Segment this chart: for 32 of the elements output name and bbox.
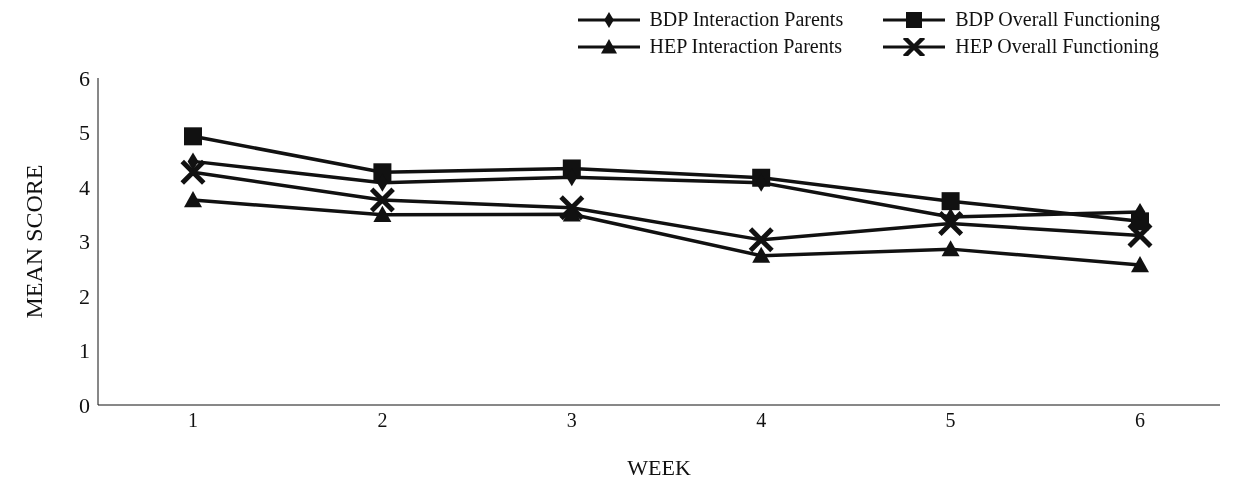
- point: [184, 191, 202, 208]
- legend-label: HEP Overall Functioning: [955, 35, 1159, 58]
- x-tick-label: 5: [945, 409, 956, 432]
- x-tick-label: 3: [566, 409, 577, 432]
- point: [749, 228, 773, 252]
- y-tick-label: 4: [79, 174, 90, 200]
- point: [184, 127, 202, 146]
- y-tick-label: 6: [79, 65, 90, 91]
- point: [941, 240, 960, 257]
- x-tick-label: 4: [756, 409, 767, 432]
- point: [939, 212, 963, 235]
- legend-label: BDP Overall Functioning: [955, 8, 1160, 31]
- x-axis-title: WEEK: [627, 455, 691, 480]
- point: [373, 205, 392, 222]
- y-tick-label: 2: [79, 283, 90, 309]
- y-tick-label: 3: [79, 229, 90, 255]
- point: [181, 160, 205, 184]
- legend-label: HEP Interaction Parents: [649, 35, 843, 58]
- x-tick-label: 6: [1135, 409, 1145, 432]
- point: [941, 192, 960, 211]
- x-tick-label: 1: [188, 409, 198, 432]
- point: [370, 188, 394, 212]
- y-axis-title: MEAN SCORE: [20, 164, 47, 319]
- point: [1128, 224, 1152, 247]
- y-tick-label: 1: [79, 338, 90, 364]
- y-tick-label: 5: [79, 120, 90, 146]
- point: [752, 246, 771, 263]
- point: [1131, 255, 1149, 273]
- legend-label: BDP Interaction Parents: [649, 8, 844, 31]
- point: [560, 196, 584, 220]
- y-tick-label: 0: [79, 392, 90, 418]
- x-tick-label: 2: [377, 409, 388, 432]
